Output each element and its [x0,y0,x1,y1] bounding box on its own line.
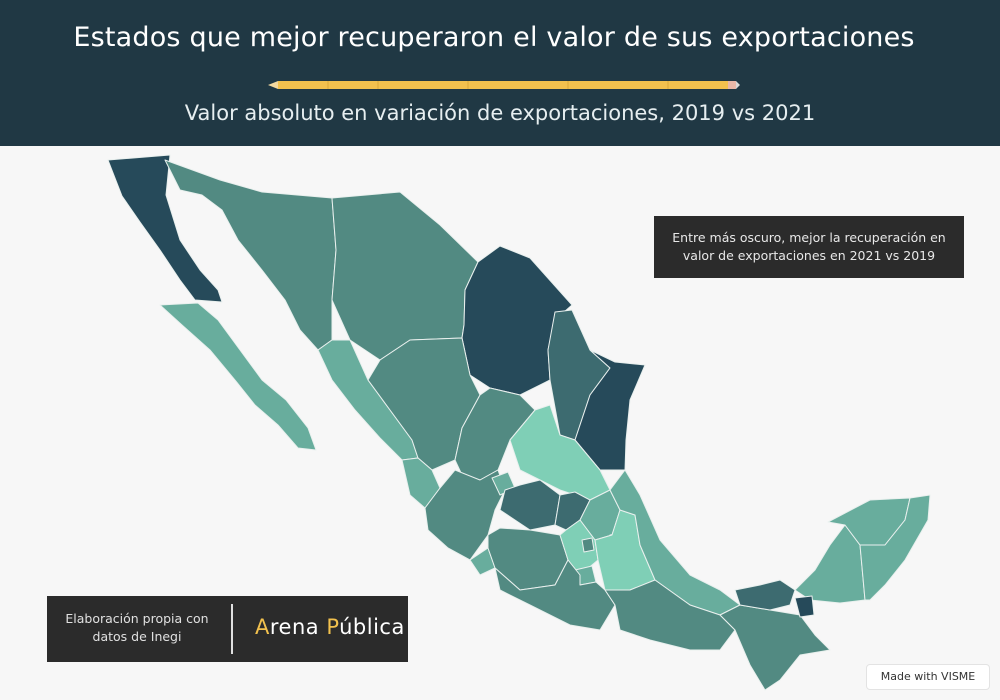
map-legend-note: Entre más oscuro, mejor la recuperación … [654,216,964,278]
state-guerrero[interactable] [494,559,616,631]
credit-divider [231,604,233,654]
legend-line-2: valor de exportaciones en 2021 vs 2019 [682,248,936,263]
state-tabasco[interactable] [734,579,796,611]
brand-logo: Arena Pública [255,615,405,639]
credit-box: Elaboración propia con datos de Inegi Ar… [47,596,408,662]
brand-word-2-rest: ública [339,615,405,639]
legend-line-1: Entre más oscuro, mejor la recuperación … [672,230,946,245]
state-baja-california-sur[interactable] [159,302,317,451]
state-oaxaca[interactable] [604,579,736,651]
mexico-choropleth-map [107,154,931,691]
page-subtitle: Valor absoluto en variación de exportaci… [184,101,816,125]
state-chihuahua[interactable] [331,191,479,361]
state-quintana-roo[interactable] [859,494,931,601]
brand-letter-p: P [326,615,340,639]
page-title: Estados que mejor recuperaron el valor d… [73,22,915,53]
state-sonora[interactable] [164,159,337,351]
credit-text: Elaboración propia con datos de Inegi [57,610,217,646]
credit-line-1: Elaboración propia con [65,611,209,626]
state-chiapas[interactable] [719,604,831,691]
made-with-visme-badge[interactable]: Made with VISME [866,664,990,690]
state-jalisco[interactable] [424,469,506,561]
header: Estados que mejor recuperaron el valor d… [0,0,1000,146]
brand-letter-a: A [255,615,270,639]
state-baja-california[interactable] [107,154,223,303]
brand-word-1-rest: rena [269,615,327,639]
state-coahuila[interactable] [461,245,573,396]
state-campeche-southwest[interactable] [794,595,815,618]
credit-line-2: datos de Inegi [92,629,182,644]
pencil-divider-icon [268,81,740,89]
state-cdmx[interactable] [581,537,595,553]
